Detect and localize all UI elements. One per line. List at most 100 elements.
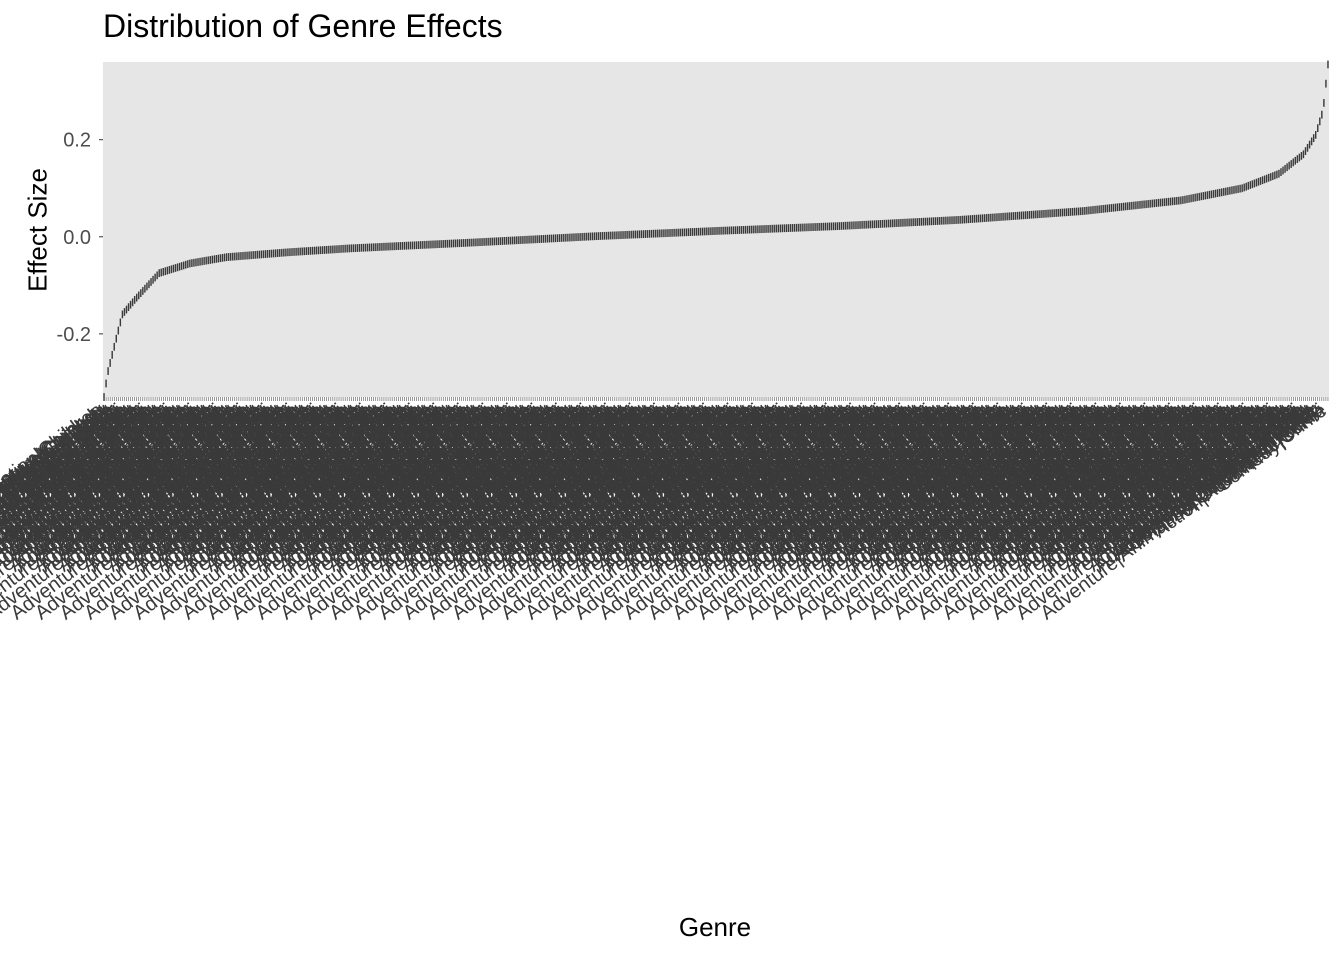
- bar: [289, 248, 291, 257]
- bar: [138, 291, 140, 300]
- bar: [215, 255, 218, 263]
- bar: [383, 242, 385, 251]
- bar: [1133, 201, 1135, 210]
- bar: [1024, 211, 1027, 220]
- bar: [1045, 209, 1047, 218]
- bar: [1120, 202, 1123, 211]
- bar: [109, 359, 111, 367]
- bar: [105, 379, 107, 388]
- bar: [401, 242, 404, 250]
- bar: [487, 237, 489, 246]
- bar: [276, 249, 279, 257]
- bar: [387, 242, 389, 251]
- bar: [1225, 187, 1227, 196]
- bar: [1300, 152, 1303, 160]
- bar: [430, 240, 432, 249]
- bar: [409, 241, 412, 250]
- bar: [1010, 212, 1012, 221]
- bar: [657, 229, 659, 238]
- bar: [1190, 194, 1192, 203]
- bar: [914, 218, 916, 227]
- bar: [168, 266, 171, 274]
- bar: [1308, 140, 1311, 149]
- bar: [618, 231, 620, 240]
- bar: [771, 224, 773, 233]
- bar: [475, 238, 477, 247]
- bar: [730, 226, 733, 235]
- bar: [444, 239, 446, 248]
- bar: [777, 224, 780, 233]
- bar: [1049, 209, 1051, 218]
- bar: [340, 245, 342, 253]
- bar: [889, 219, 892, 228]
- bar: [640, 230, 643, 239]
- bar: [1253, 179, 1256, 188]
- bar: [1237, 185, 1239, 193]
- bar: [1229, 186, 1231, 195]
- bar: [981, 214, 984, 223]
- bar: [485, 237, 487, 246]
- bar: [571, 233, 573, 242]
- bar: [375, 243, 377, 252]
- bar: [495, 237, 498, 246]
- bar: [305, 247, 308, 256]
- bar: [456, 239, 459, 248]
- bar: [156, 271, 158, 280]
- bar: [1008, 212, 1010, 221]
- bar: [918, 218, 921, 226]
- bar: [360, 243, 363, 252]
- bar: [765, 225, 767, 233]
- bar: [422, 241, 424, 249]
- bar: [1012, 212, 1015, 220]
- bar: [328, 245, 330, 254]
- bar: [563, 233, 565, 242]
- bar: [830, 222, 833, 231]
- bar: [642, 230, 645, 239]
- bar: [693, 228, 696, 236]
- bar: [689, 228, 692, 236]
- bar: [734, 226, 737, 235]
- bar: [142, 287, 144, 295]
- bar: [440, 240, 442, 248]
- bar: [822, 222, 824, 231]
- bar: [1122, 202, 1125, 211]
- bar: [1182, 196, 1184, 204]
- bar: [522, 236, 524, 244]
- bar: [1020, 211, 1023, 220]
- bar: [1080, 207, 1082, 216]
- bar: [869, 220, 871, 229]
- bar: [1086, 206, 1088, 215]
- bar: [154, 273, 156, 282]
- bar: [1002, 212, 1004, 221]
- bar: [187, 260, 189, 268]
- bar: [344, 244, 346, 253]
- bar: [117, 326, 120, 335]
- bar: [798, 223, 800, 232]
- bar: [362, 243, 365, 252]
- bar: [849, 221, 851, 230]
- bar: [426, 240, 428, 249]
- bar: [342, 244, 344, 253]
- bar: [1298, 153, 1301, 162]
- bar: [879, 220, 882, 228]
- bar: [708, 227, 710, 236]
- bar: [1327, 60, 1329, 69]
- bar: [403, 241, 406, 250]
- bar: [279, 249, 281, 257]
- bar: [477, 238, 479, 247]
- bar: [518, 236, 520, 245]
- bar: [262, 250, 265, 259]
- bar: [1094, 205, 1096, 214]
- bar: [773, 224, 775, 233]
- bar: [183, 261, 185, 270]
- bar: [757, 225, 759, 234]
- bar: [1118, 203, 1121, 211]
- bar: [348, 244, 350, 253]
- bar: [393, 242, 395, 251]
- bar: [612, 231, 614, 240]
- bar: [131, 298, 134, 307]
- bar: [1280, 168, 1282, 176]
- bar: [665, 229, 667, 238]
- bar: [250, 251, 252, 260]
- bar: [583, 232, 585, 241]
